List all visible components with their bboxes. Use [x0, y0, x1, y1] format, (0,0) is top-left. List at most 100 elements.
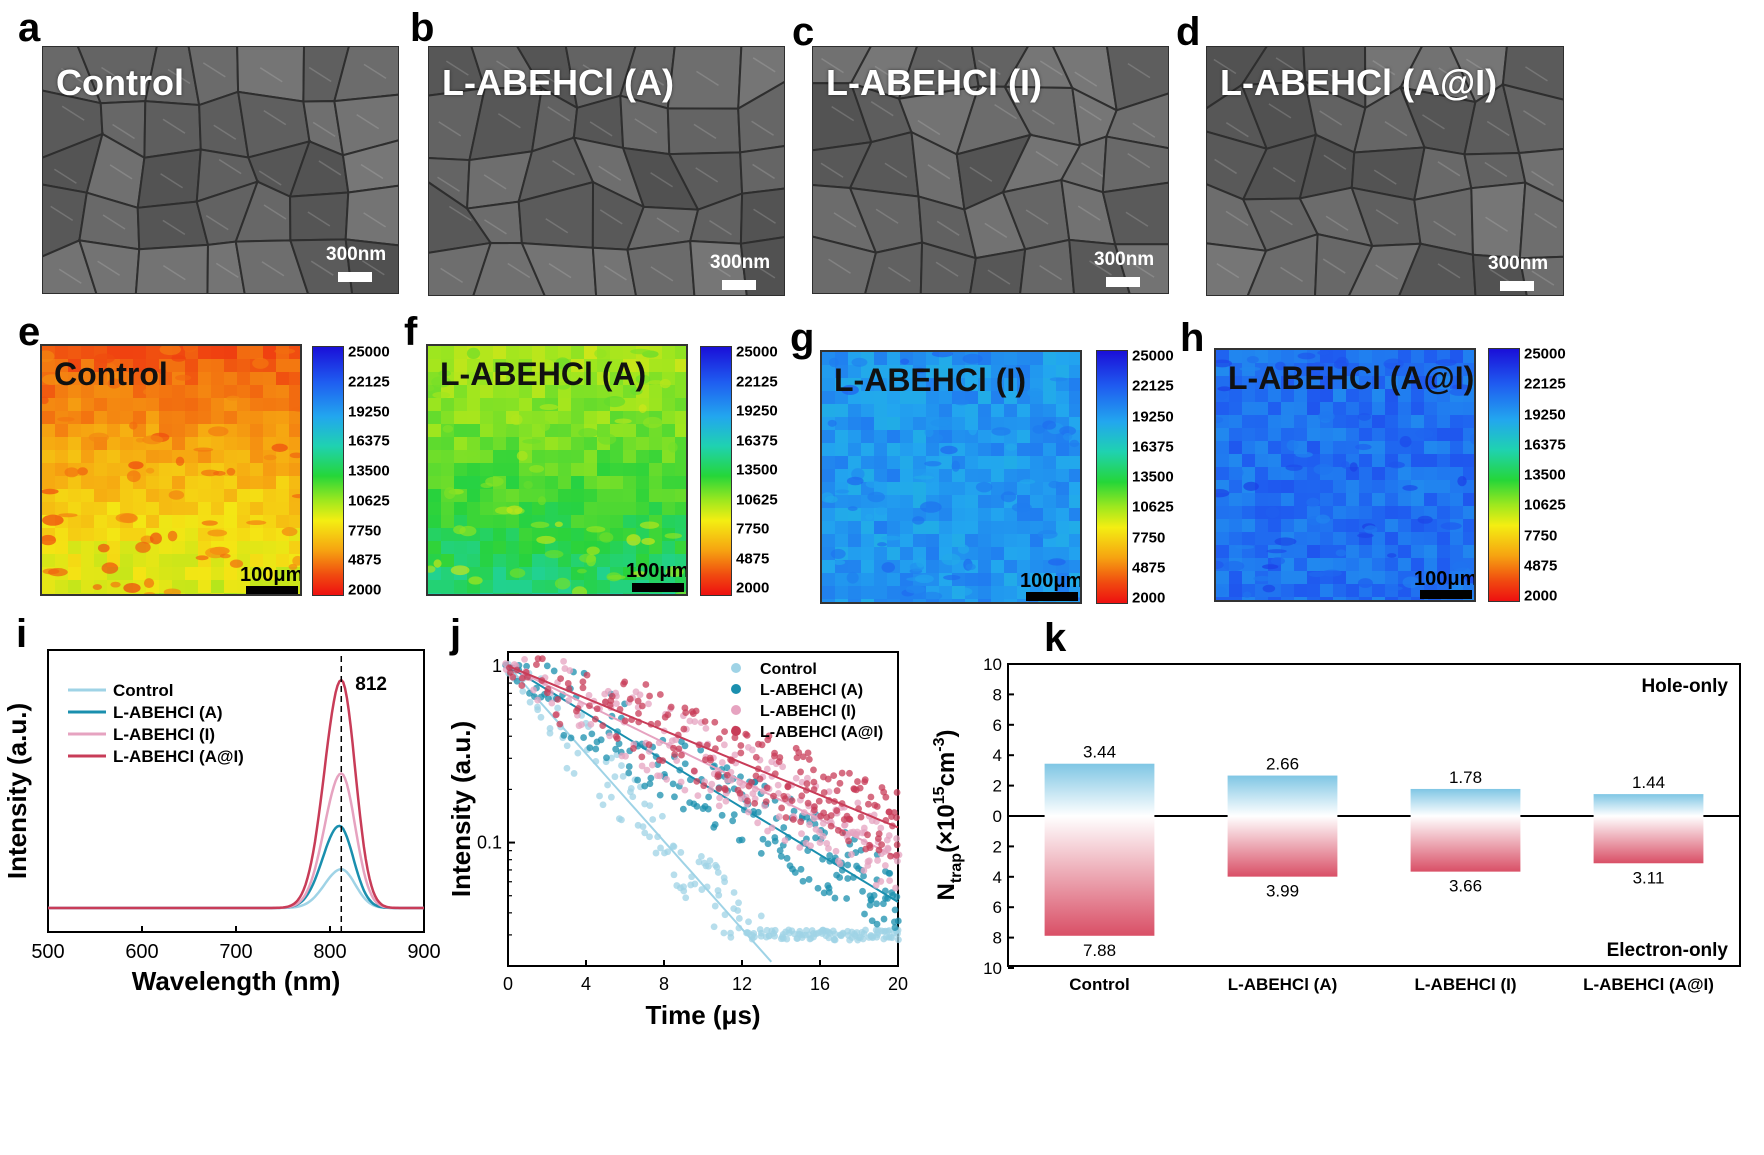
data-point	[593, 705, 601, 713]
data-point	[836, 779, 844, 787]
pl-pixel	[454, 424, 468, 438]
pl-pixel	[1229, 389, 1243, 403]
pl-pixel	[467, 476, 481, 490]
sem-title: L-ABEHCl (A)	[442, 62, 674, 103]
pl-pixel	[874, 599, 888, 602]
pl-pixel	[649, 528, 663, 542]
pl-pixel	[185, 385, 199, 399]
grain	[1314, 232, 1374, 296]
pl-pixel	[289, 411, 300, 425]
pl-pixel	[1017, 521, 1031, 535]
pl-pixel	[185, 515, 199, 529]
pl-pixel	[1372, 584, 1386, 598]
data-point	[822, 932, 830, 940]
pl-pixel	[480, 385, 494, 399]
data-point	[793, 754, 801, 762]
grain-facet	[1372, 60, 1396, 76]
electron-value-label: 3.11	[1633, 868, 1665, 887]
pl-pixel	[1030, 456, 1044, 470]
pl-pixel	[610, 593, 624, 594]
pl-speckle	[1216, 560, 1224, 570]
pl-pixel	[662, 424, 676, 438]
electron-only-label: Electron-only	[1607, 940, 1729, 961]
data-point	[695, 858, 703, 866]
data-point	[890, 809, 898, 816]
hole-only-label: Hole-only	[1641, 676, 1728, 697]
data-point	[556, 720, 564, 728]
data-point	[851, 930, 858, 938]
pl-pixel	[428, 541, 442, 555]
data-point	[625, 769, 633, 777]
colorbar-tick: 22125	[1524, 375, 1566, 393]
pl-pixel	[1255, 506, 1269, 520]
data-point	[755, 740, 762, 748]
pl-pixel	[81, 398, 95, 412]
pl-pixel	[506, 528, 520, 542]
pl-pixel	[81, 502, 95, 516]
pl-pixel	[610, 463, 624, 477]
pl-pixel	[1281, 415, 1295, 429]
pl-speckle	[175, 456, 185, 466]
pl-speckle	[135, 437, 145, 443]
grain-facet	[496, 60, 519, 76]
pl-speckle	[913, 367, 927, 374]
grain-facet	[437, 176, 460, 192]
pl-speckle	[1059, 603, 1072, 604]
pl-pixel	[1043, 404, 1057, 418]
pl-pixel	[545, 346, 559, 360]
x-tick-label: 700	[219, 941, 252, 963]
pl-pixel	[1056, 495, 1070, 509]
legend-marker	[731, 726, 741, 736]
pl-pixel	[146, 346, 160, 360]
fit-line	[507, 665, 773, 963]
pl-pixel	[1333, 467, 1347, 481]
pl-pixel	[263, 463, 277, 477]
pl-speckle	[539, 404, 559, 411]
pl-pixel	[952, 495, 966, 509]
pl-pixel	[848, 417, 862, 431]
data-point	[824, 775, 832, 783]
grain-facet	[263, 204, 287, 220]
pl-pixel	[545, 411, 559, 425]
grain-facet	[1035, 150, 1059, 167]
data-point	[654, 772, 661, 780]
pl-pixel	[1268, 350, 1282, 364]
pl-pixel	[861, 534, 875, 548]
pl-pixel	[952, 599, 966, 602]
pl-pixel	[1372, 532, 1386, 546]
pl-pixel	[1424, 415, 1438, 429]
pl-pixel	[610, 528, 624, 542]
pl-pixel	[133, 372, 147, 386]
grain-facet	[977, 59, 1001, 76]
pl-pixel	[978, 573, 992, 587]
data-point	[776, 754, 784, 761]
pl-pixel	[662, 515, 676, 529]
pl-pixel	[211, 450, 225, 464]
colorbar-tick: 22125	[348, 373, 390, 391]
pl-speckle	[1037, 530, 1058, 539]
pl-pixel	[991, 404, 1005, 418]
pl-pixel	[1450, 454, 1464, 468]
grain	[428, 241, 493, 296]
pl-pixel	[120, 385, 134, 399]
sem-title: L-ABEHCl (I)	[826, 62, 1042, 103]
legend-label: L-ABEHCl (A@I)	[113, 747, 244, 766]
pl-speckle	[1449, 388, 1469, 396]
pl-pixel	[519, 411, 533, 425]
pl-pixel	[263, 528, 277, 542]
pl-pixel	[597, 463, 611, 477]
pl-pixel	[467, 541, 481, 555]
pl-speckle	[1242, 591, 1252, 598]
pl-pixel	[1017, 560, 1031, 574]
data-point	[804, 749, 812, 757]
pl-speckle	[1270, 557, 1286, 565]
colorbar-tick: 7750	[736, 520, 770, 538]
data-point	[677, 778, 685, 786]
pl-pixel	[861, 469, 875, 483]
pl-pixel	[874, 352, 888, 366]
data-point	[884, 927, 892, 935]
pl-pixel	[597, 372, 611, 386]
data-point	[873, 803, 881, 810]
data-point	[716, 794, 723, 802]
data-point	[768, 824, 776, 832]
